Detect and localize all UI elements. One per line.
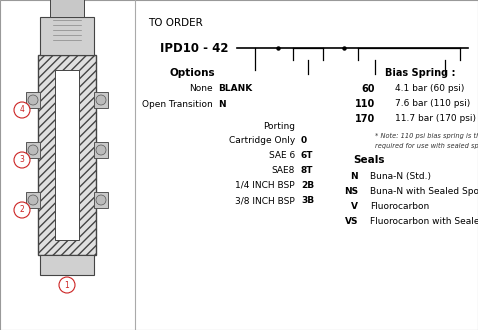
Text: 60: 60 <box>361 84 375 94</box>
Text: Porting: Porting <box>263 122 295 131</box>
Bar <box>38 55 96 255</box>
Text: N: N <box>218 100 226 109</box>
Text: 1/4 INCH BSP: 1/4 INCH BSP <box>235 181 295 190</box>
Circle shape <box>14 152 30 168</box>
Text: V: V <box>351 202 358 211</box>
Bar <box>55 70 79 240</box>
Text: 3/8 INCH BSP: 3/8 INCH BSP <box>235 196 295 205</box>
Bar <box>94 192 108 208</box>
Bar <box>94 92 108 108</box>
Text: N: N <box>350 172 358 181</box>
Bar <box>26 192 40 208</box>
Circle shape <box>28 195 38 205</box>
Text: 7.6 bar (110 psi): 7.6 bar (110 psi) <box>395 99 470 108</box>
Text: SAE8: SAE8 <box>272 166 295 175</box>
Text: 2: 2 <box>20 206 24 214</box>
Text: * Note: 110 psi bias spring is the minimum: * Note: 110 psi bias spring is the minim… <box>375 133 478 139</box>
Text: 6T: 6T <box>301 151 314 160</box>
Text: SAE 6: SAE 6 <box>269 151 295 160</box>
Circle shape <box>96 195 106 205</box>
Text: TO ORDER: TO ORDER <box>148 18 203 28</box>
Circle shape <box>28 95 38 105</box>
Circle shape <box>14 102 30 118</box>
Text: 3: 3 <box>20 155 24 164</box>
Text: Bias Spring :: Bias Spring : <box>385 68 455 78</box>
Bar <box>26 92 40 108</box>
Bar <box>94 142 108 158</box>
Circle shape <box>28 145 38 155</box>
Bar <box>50 0 84 17</box>
Text: Open Transition: Open Transition <box>142 100 213 109</box>
Text: Buna-N (Std.): Buna-N (Std.) <box>370 172 431 181</box>
Bar <box>26 142 40 158</box>
Bar <box>40 255 94 275</box>
Text: 0: 0 <box>301 136 307 145</box>
Text: required for use with sealed spool.: required for use with sealed spool. <box>375 143 478 149</box>
Circle shape <box>59 277 75 293</box>
Text: None: None <box>189 84 213 93</box>
Text: 1: 1 <box>65 280 69 289</box>
Text: Buna-N with Sealed Spool: Buna-N with Sealed Spool <box>370 187 478 196</box>
Text: Cartridge Only: Cartridge Only <box>229 136 295 145</box>
Circle shape <box>96 145 106 155</box>
Text: 8T: 8T <box>301 166 314 175</box>
Circle shape <box>14 202 30 218</box>
Circle shape <box>96 95 106 105</box>
Text: 110: 110 <box>355 99 375 109</box>
Text: 4.1 bar (60 psi): 4.1 bar (60 psi) <box>395 84 464 93</box>
Text: NS: NS <box>344 187 358 196</box>
Text: 3B: 3B <box>301 196 314 205</box>
Text: BLANK: BLANK <box>218 84 252 93</box>
Text: Fluorocarbon: Fluorocarbon <box>370 202 429 211</box>
Text: 4: 4 <box>20 106 24 115</box>
Text: 170: 170 <box>355 114 375 124</box>
Text: IPD10 - 42: IPD10 - 42 <box>160 42 228 55</box>
Text: Seals: Seals <box>353 155 384 165</box>
Text: VS: VS <box>345 217 358 226</box>
Bar <box>40 17 94 55</box>
Text: 11.7 bar (170 psi): 11.7 bar (170 psi) <box>395 114 476 123</box>
Text: 2B: 2B <box>301 181 314 190</box>
Text: Options: Options <box>170 68 216 78</box>
Text: Fluorocarbon with Sealed Spool: Fluorocarbon with Sealed Spool <box>370 217 478 226</box>
